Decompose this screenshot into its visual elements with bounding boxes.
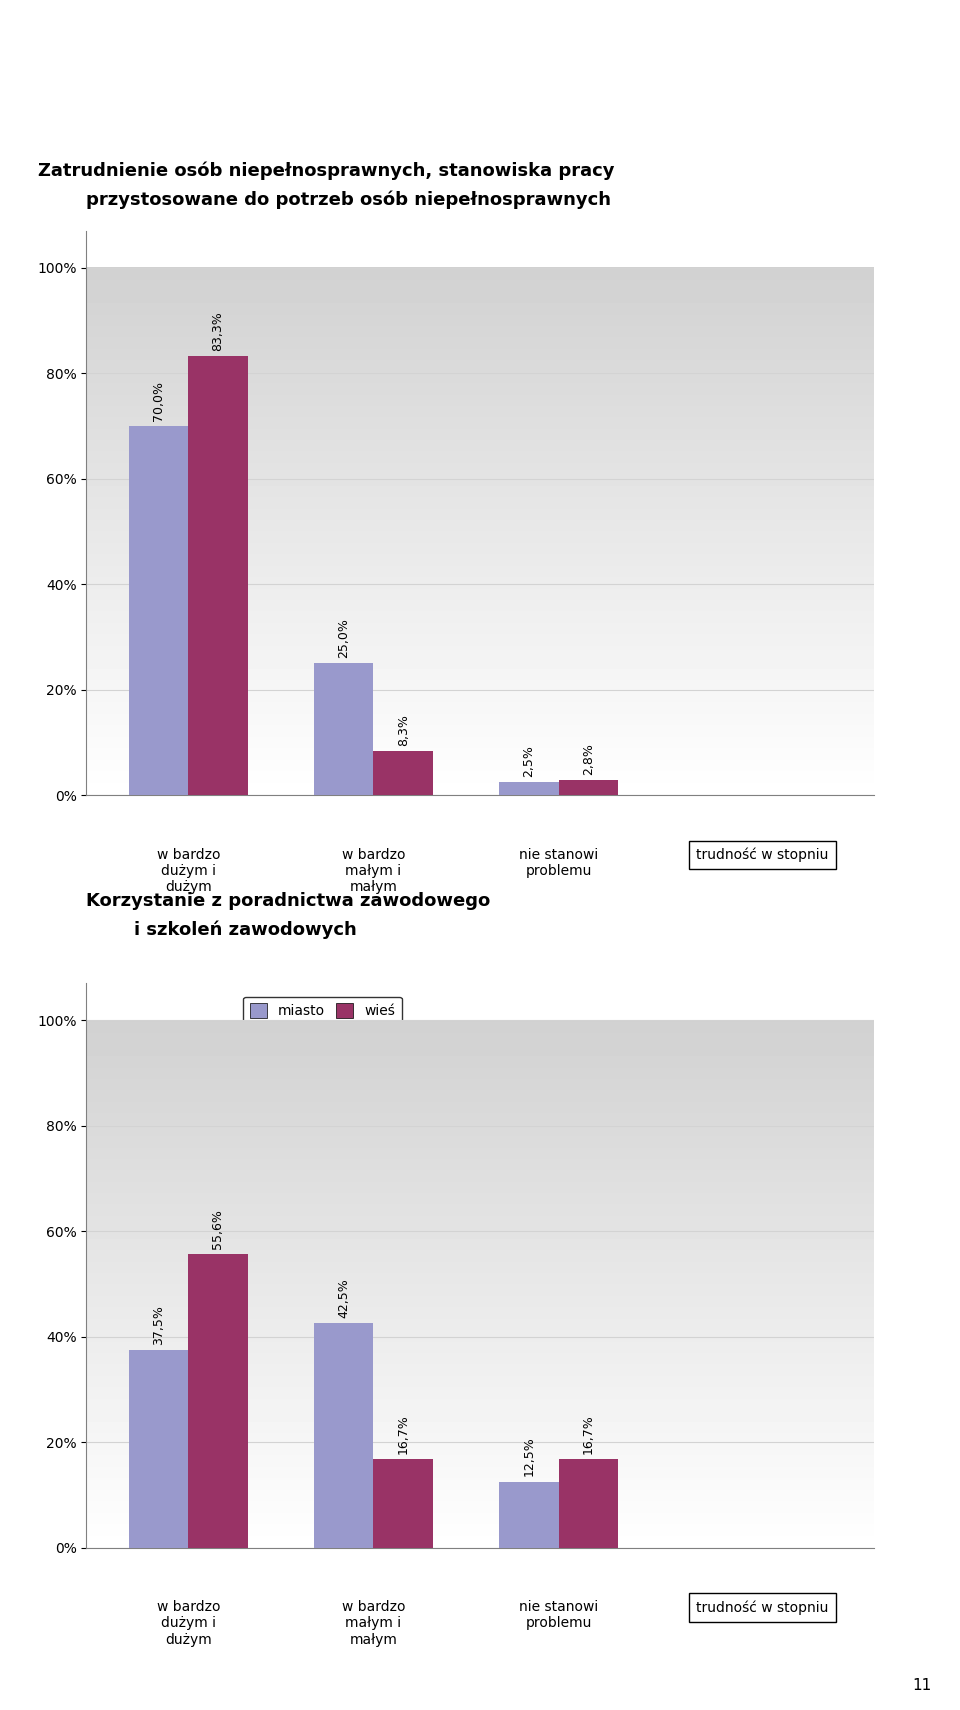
Text: 55,6%: 55,6% [211, 1209, 225, 1248]
Text: w bardzo
dużym i
dużym: w bardzo dużym i dużym [156, 848, 220, 894]
Bar [499, 781, 559, 795]
Bar [373, 1459, 433, 1548]
Bar [188, 356, 248, 795]
Bar [559, 1459, 618, 1548]
Bar [373, 751, 433, 795]
Text: 12,5%: 12,5% [522, 1436, 536, 1476]
Bar [314, 1324, 373, 1548]
Text: 42,5%: 42,5% [337, 1279, 350, 1318]
Text: nie stanowi
problemu: nie stanowi problemu [519, 848, 598, 879]
Text: 2,8%: 2,8% [582, 744, 595, 775]
Bar [499, 1481, 559, 1548]
Bar [129, 426, 188, 795]
Text: trudność w stopniu: trudność w stopniu [696, 848, 828, 862]
Text: 8,3%: 8,3% [396, 715, 410, 746]
Text: 11: 11 [912, 1678, 931, 1693]
Text: nie stanowi
problemu: nie stanowi problemu [519, 1601, 598, 1631]
Text: Zatrudnienie osób niepełnosprawnych, stanowiska pracy: Zatrudnienie osób niepełnosprawnych, sta… [38, 161, 615, 180]
Text: 83,3%: 83,3% [211, 311, 225, 351]
Bar [188, 1255, 248, 1548]
Text: w bardzo
małym i
małym: w bardzo małym i małym [342, 1601, 405, 1647]
Text: w bardzo
dużym i
dużym: w bardzo dużym i dużym [156, 1601, 220, 1647]
Legend: miasto, wieś: miasto, wieś [243, 997, 402, 1026]
Bar [314, 663, 373, 795]
Bar [559, 780, 618, 795]
Text: Korzystanie z poradnictwa zawodowego: Korzystanie z poradnictwa zawodowego [86, 891, 491, 910]
Text: w bardzo
małym i
małym: w bardzo małym i małym [342, 848, 405, 894]
Text: 2,5%: 2,5% [522, 746, 536, 776]
Text: przystosowane do potrzeb osób niepełnosprawnych: przystosowane do potrzeb osób niepełnosp… [86, 190, 612, 209]
Text: trudność w stopniu: trudność w stopniu [696, 1601, 828, 1614]
Text: 37,5%: 37,5% [152, 1305, 165, 1344]
Text: 70,0%: 70,0% [152, 381, 165, 421]
Bar [129, 1349, 188, 1548]
Text: 25,0%: 25,0% [337, 617, 350, 658]
Text: 16,7%: 16,7% [396, 1414, 410, 1453]
Text: 16,7%: 16,7% [582, 1414, 595, 1453]
Text: i szkoleń zawodowych: i szkoleń zawodowych [134, 920, 357, 939]
